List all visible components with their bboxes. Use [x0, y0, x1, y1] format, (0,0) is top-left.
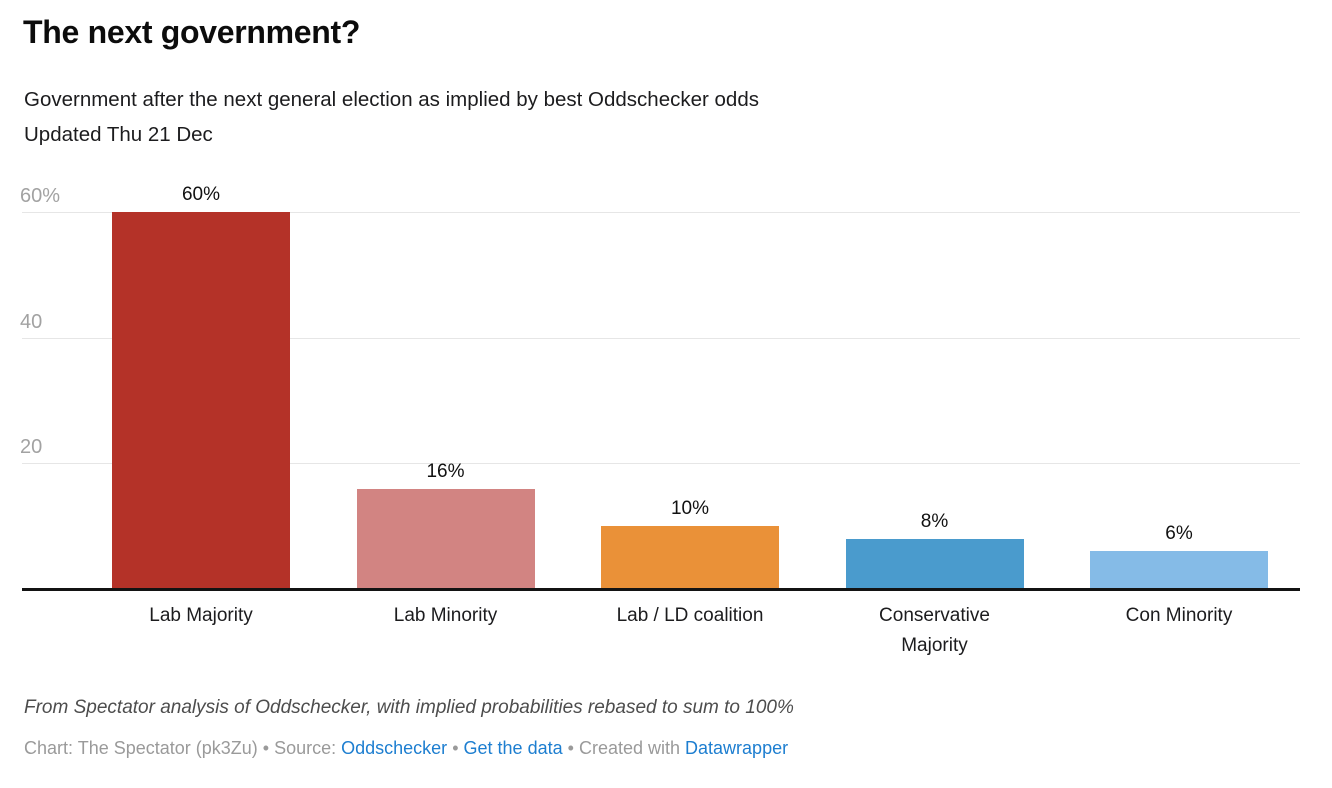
x-axis-baseline	[22, 588, 1300, 591]
x-axis-category-label: Lab Minority	[393, 605, 498, 626]
bar-value-label: 8%	[920, 510, 949, 532]
created-with-text: Created with	[578, 738, 681, 758]
bar-value-label: 6%	[1165, 523, 1193, 545]
chart-updated-date: Updated Thu 21 Dec	[24, 123, 213, 146]
datawrapper-link[interactable]: Datawrapper	[685, 738, 789, 758]
x-axis-category-label: Conservative Majority	[879, 605, 990, 656]
bar-0[interactable]	[112, 212, 290, 589]
source-link[interactable]: Oddschecker	[341, 738, 448, 758]
x-axis-category-label: Con Minority	[1125, 605, 1233, 626]
bullet-separator: •	[452, 738, 459, 758]
x-axis-category-label: Lab Majority	[149, 605, 253, 626]
bar-value-label: 60%	[181, 184, 221, 205]
y-axis-tick-label: 20	[20, 436, 43, 459]
y-gridline	[22, 337, 1300, 339]
chart-notes: From Spectator analysis of Oddschecker, …	[24, 697, 794, 718]
y-gridline	[22, 463, 1300, 465]
bar-4[interactable]	[1090, 551, 1268, 589]
chart-subtitle: Government after the next general electi…	[24, 88, 759, 111]
bullet-separator: •	[567, 738, 574, 758]
attribution-line: Chart: The Spectator (pk3Zu) • Source: O…	[24, 738, 788, 759]
y-axis-tick-label: 40	[20, 310, 43, 333]
bar-value-label: 10%	[670, 498, 710, 520]
y-axis-tick-label: 60%	[20, 185, 61, 207]
bar-3[interactable]	[845, 538, 1024, 589]
bar-value-label: 16%	[426, 460, 465, 482]
byline-prefix: Chart: The Spectator (pk3Zu) • Source:	[24, 738, 337, 758]
chart-title: The next government?	[23, 14, 361, 50]
y-gridline	[22, 212, 1300, 213]
x-axis-category-label: Lab / LD coalition	[616, 605, 764, 626]
bar-2[interactable]	[601, 526, 779, 589]
get-the-data-link[interactable]: Get the data	[463, 738, 563, 758]
bar-1[interactable]	[356, 488, 535, 589]
